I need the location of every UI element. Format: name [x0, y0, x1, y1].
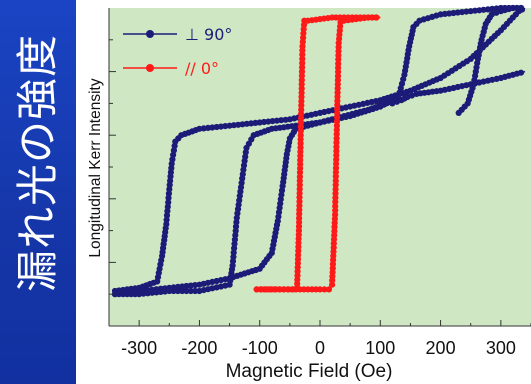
x-tick-label: 100	[365, 338, 395, 358]
legend-label: ⊥ 90°	[185, 25, 232, 44]
x-tick-label: 0	[315, 338, 325, 358]
x-axis-label: Magnetic Field (Oe)	[226, 361, 393, 382]
x-tick-label: 300	[486, 338, 516, 358]
legend-marker	[146, 30, 154, 38]
x-tick-label: -200	[181, 338, 217, 358]
series-0-point	[518, 5, 524, 11]
y-axis-label: Longitudinal Kerr Intensity	[87, 78, 104, 257]
legend-marker	[146, 64, 154, 72]
x-tick-label: -100	[242, 338, 278, 358]
series-0-point	[383, 100, 389, 106]
legend-label: // 0°	[185, 59, 219, 78]
series-1-point	[373, 14, 379, 20]
x-tick-label: -300	[121, 338, 157, 358]
kerr-chart: -300 -200 -100 0 100 200 300 Magnetic Field (O…	[76, 0, 531, 384]
series-0-point	[518, 70, 524, 76]
x-tick-label: 200	[426, 338, 456, 358]
side-caption: 漏れ光の強度	[13, 34, 63, 292]
